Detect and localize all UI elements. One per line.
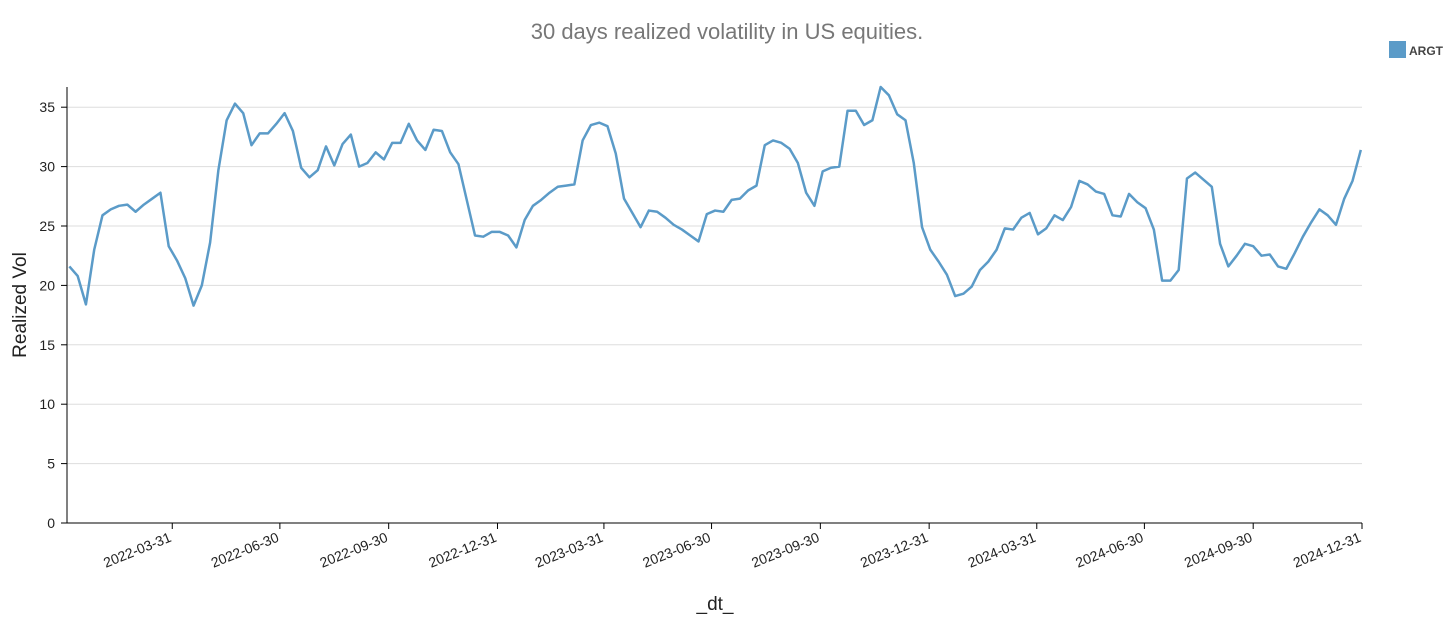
x-tick-label: 2022-06-30: [209, 529, 282, 571]
y-tick-label: 30: [39, 159, 55, 175]
x-tick-label: 2022-09-30: [317, 529, 390, 571]
x-axis-label: _dt_: [696, 594, 734, 615]
x-tick-label: 2022-12-31: [426, 529, 499, 571]
x-tick-label: 2024-06-30: [1073, 529, 1146, 571]
x-tick-label: 2023-09-30: [749, 529, 822, 571]
x-tick-label: 2024-03-31: [965, 529, 1038, 571]
x-tick-label: 2024-09-30: [1182, 529, 1255, 571]
x-tick-label: 2024-12-31: [1291, 529, 1364, 571]
y-tick-label: 15: [39, 337, 55, 353]
y-tick-label: 20: [39, 277, 55, 293]
y-tick-label: 5: [47, 456, 55, 472]
chart-title: 30 days realized volatility in US equiti…: [531, 19, 924, 44]
y-tick-label: 0: [47, 515, 55, 531]
x-tick-label: 2023-06-30: [640, 529, 713, 571]
x-tick-label: 2023-03-31: [533, 529, 606, 571]
line: [68, 85, 1363, 307]
x-tick-label: 2022-03-31: [101, 529, 174, 571]
legend-label: ARGT: [1409, 44, 1444, 58]
y-tick-label: 25: [39, 218, 55, 234]
legend-swatch: [1389, 41, 1406, 58]
x-tick-label: 2023-12-31: [858, 529, 931, 571]
y-tick-label: 35: [39, 99, 55, 115]
y-axis-label: Realized Vol: [10, 252, 31, 358]
y-tick-label: 10: [39, 396, 55, 412]
